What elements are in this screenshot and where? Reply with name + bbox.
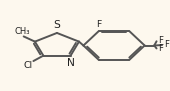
- Text: N: N: [67, 58, 75, 68]
- Text: S: S: [54, 20, 60, 30]
- Text: F: F: [158, 36, 163, 45]
- Text: F: F: [158, 44, 163, 53]
- Text: Cl: Cl: [23, 62, 33, 70]
- Text: F: F: [96, 20, 101, 29]
- Text: F: F: [164, 40, 169, 49]
- Text: CH₃: CH₃: [15, 27, 30, 36]
